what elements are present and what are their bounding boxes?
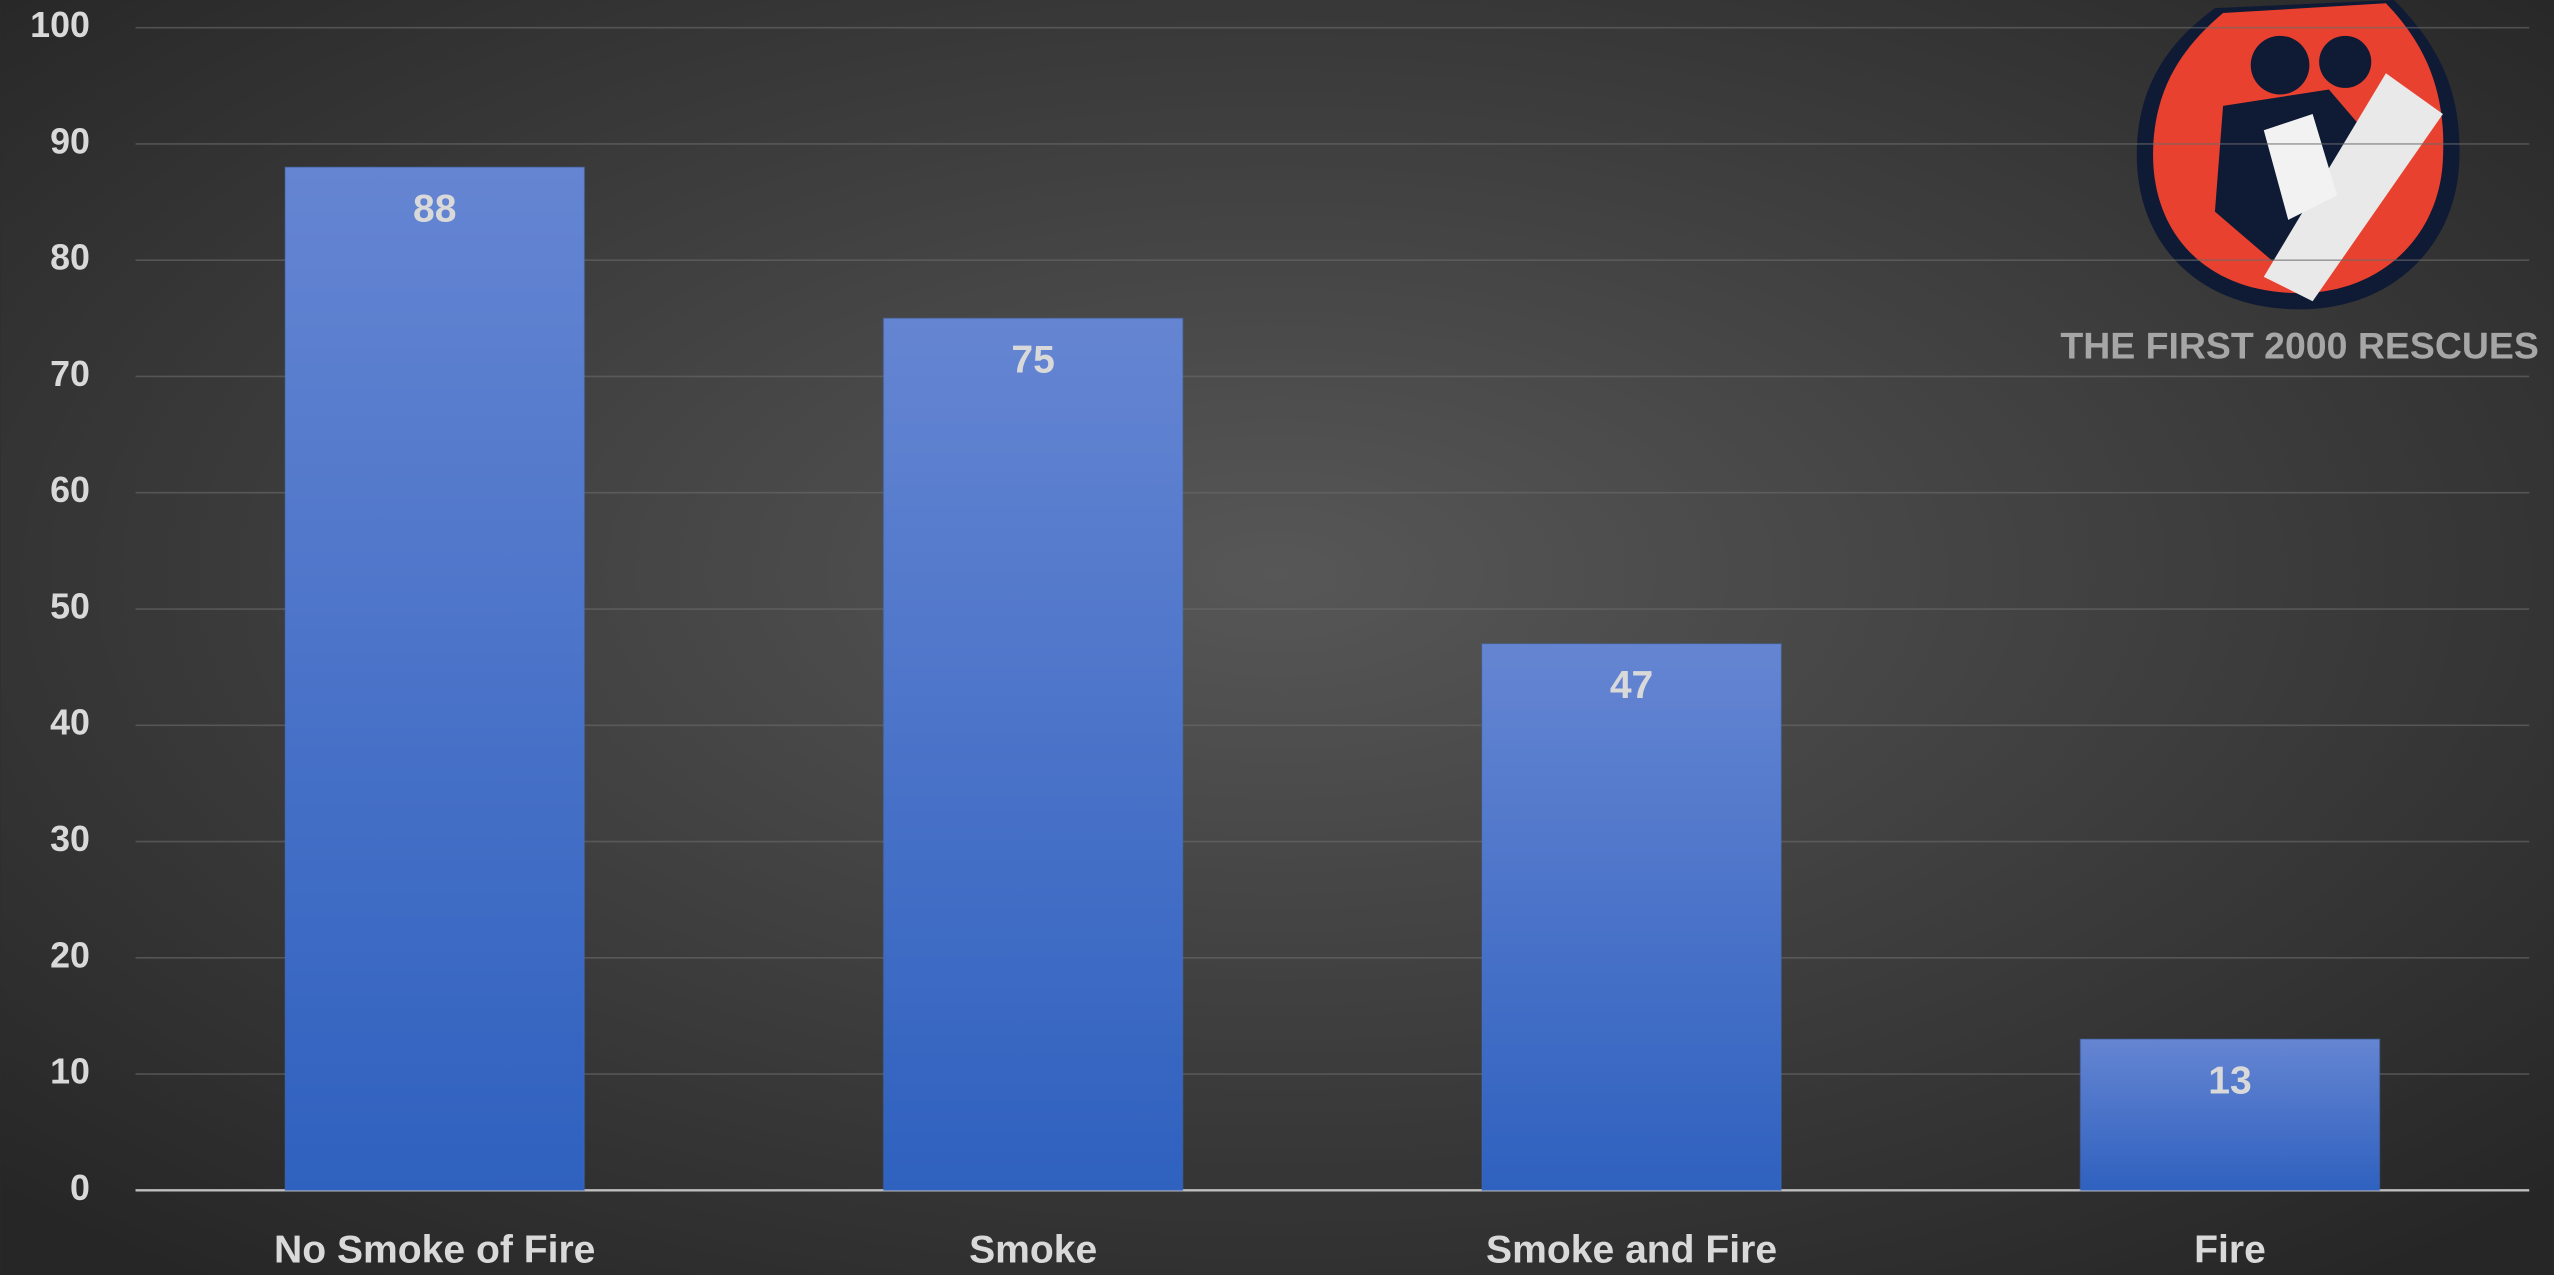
y-tick-label: 40 [50, 703, 90, 743]
data-label: 88 [413, 187, 456, 230]
logo-text: THE FIRST 2000 RESCUES [2060, 324, 2539, 366]
data-label: 13 [2208, 1059, 2251, 1102]
y-tick-label: 20 [50, 935, 90, 975]
data-label: 75 [1011, 339, 1054, 382]
data-label: 47 [1610, 664, 1653, 707]
y-tick-label: 80 [50, 238, 90, 278]
x-tick-label: Fire [2194, 1229, 2266, 1272]
x-tick-label: No Smoke of Fire [274, 1229, 595, 1272]
y-tick-label: 70 [50, 354, 90, 394]
y-tick-label: 90 [50, 121, 90, 161]
y-tick-label: 60 [50, 470, 90, 510]
bar [284, 166, 586, 1192]
y-tick-label: 50 [50, 586, 90, 626]
y-tick-label: 10 [50, 1052, 90, 1092]
bar [882, 317, 1184, 1192]
x-tick-label: Smoke [969, 1229, 1097, 1272]
bar [2079, 1038, 2381, 1192]
y-tick-label: 100 [30, 5, 90, 45]
bar [1481, 643, 1782, 1192]
logo [2136, 0, 2460, 310]
y-tick-label: 30 [50, 819, 90, 859]
x-tick-label: Smoke and Fire [1486, 1229, 1777, 1272]
y-tick-label: 0 [70, 1168, 90, 1208]
